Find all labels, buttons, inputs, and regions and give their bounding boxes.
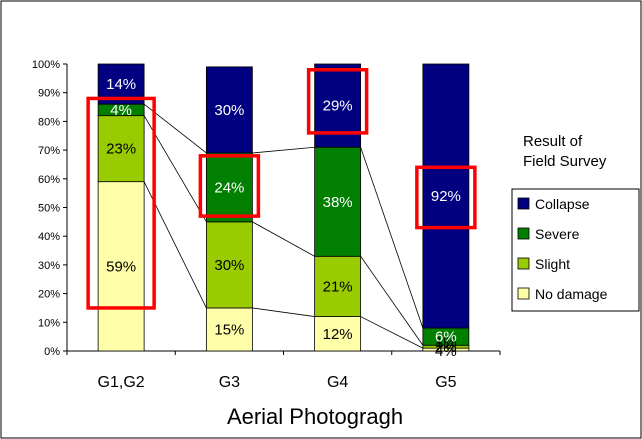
series-connector-line [252, 221, 315, 257]
x-category-label: G4 [327, 374, 348, 391]
series-connector-line [360, 147, 424, 329]
y-tick-label: 50% [38, 203, 60, 215]
data-label: 12% [323, 326, 353, 343]
x-category-label: G3 [219, 374, 240, 391]
x-axis-labels: G1,G2 G3 G4 G5 [98, 374, 457, 391]
data-label: 24% [214, 179, 244, 196]
bar-segment-severe [205, 152, 253, 223]
x-axis-title: Aerial Photogragh [227, 404, 403, 429]
data-label: 23% [106, 141, 136, 158]
bar-segment-slight [97, 115, 145, 183]
legend-box [511, 188, 640, 312]
y-tick-label: 0% [44, 346, 60, 358]
data-label: 14% [106, 76, 136, 93]
legend-swatch-severe [517, 227, 530, 240]
series-connector-line [252, 307, 315, 317]
bar-segment-no-damage [97, 181, 145, 352]
y-tick-label: 80% [38, 116, 60, 128]
highlight-boxes [86, 67, 477, 310]
highlight-box [86, 96, 156, 310]
legend-swatch-slight [517, 257, 530, 270]
x-category-label: G1,G2 [98, 374, 145, 391]
y-tick-label: 70% [38, 145, 60, 157]
bar-segment-collapse [422, 63, 470, 329]
legend-label-slight: Slight [535, 256, 570, 272]
series-connector-line [360, 256, 424, 346]
legend-label-severe: Severe [535, 226, 580, 242]
bar-segment-collapse [205, 66, 253, 154]
data-label: 92% [431, 188, 461, 205]
bar-segment-no-damage [205, 307, 253, 352]
y-tick-label: 60% [38, 174, 60, 186]
legend-swatch-collapse [517, 197, 530, 210]
y-tick-label: 30% [38, 260, 60, 272]
legend-title-line2: Field Survey [523, 153, 607, 170]
highlight-box [198, 154, 261, 218]
series-connector-line [252, 146, 315, 154]
data-label: 38% [323, 194, 353, 211]
data-label: 2% [435, 339, 457, 356]
highlight-box [306, 67, 369, 135]
bars [97, 63, 470, 352]
series-connector-line [360, 316, 424, 349]
y-tick-label: 20% [38, 289, 60, 301]
legend-swatch-no-damage [517, 287, 530, 300]
bar-segment-severe [314, 146, 362, 257]
data-label: 29% [323, 98, 353, 115]
data-label: 21% [323, 278, 353, 295]
y-tick-label: 40% [38, 231, 60, 243]
legend-title-line1: Result of [523, 133, 583, 150]
data-label: 30% [214, 257, 244, 274]
y-tick-label: 100% [32, 59, 60, 71]
data-label: 15% [214, 321, 244, 338]
highlight-box [415, 165, 477, 230]
legend-label-collapse: Collapse [535, 196, 590, 212]
y-tick-label: 10% [38, 317, 60, 329]
data-labels: 59% 23% 4% 14% 15% 30% 24% 30% 12% 21% 38% 29% 1%6% 9… [106, 76, 461, 360]
bar-segment-slight [314, 255, 362, 317]
data-label: 4% [435, 343, 457, 360]
y-tick-label: 90% [38, 88, 60, 100]
data-label: 1% [435, 334, 457, 351]
legend: Result of Field Survey Collapse Severe Sli… [511, 133, 640, 312]
data-label: 4% [110, 102, 132, 119]
data-label: 6% [435, 329, 457, 346]
legend-label-no-damage: No damage [535, 286, 608, 302]
data-label: 59% [106, 258, 136, 275]
data-label: 30% [214, 102, 244, 119]
x-category-label: G5 [435, 374, 456, 391]
